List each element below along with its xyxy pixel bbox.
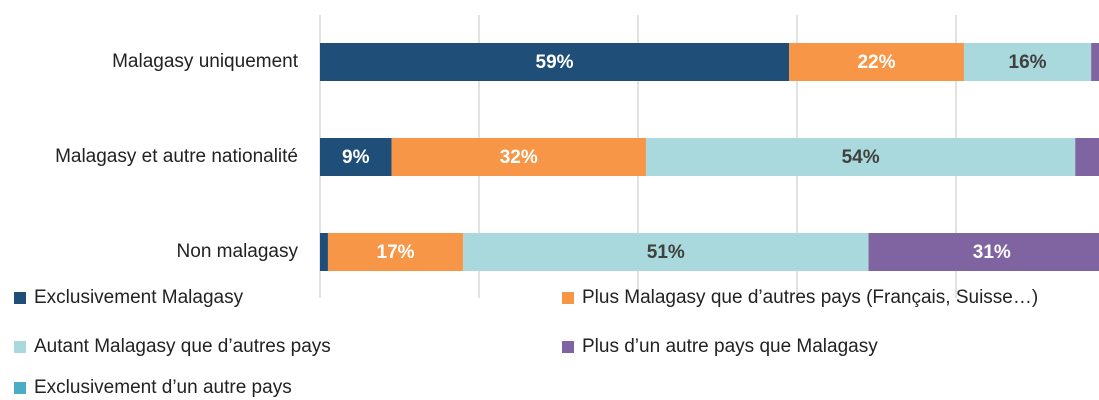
bar-segment <box>327 233 464 271</box>
bar-segment <box>645 138 1076 176</box>
bar-segment <box>963 43 1092 81</box>
bar-segment <box>391 138 646 176</box>
bar-segment <box>463 233 869 271</box>
category-label: Malagasy uniquement <box>112 51 299 72</box>
category-label: Non malagasy <box>177 241 299 262</box>
legend-label: Autant Malagasy que d’autres pays <box>34 336 331 357</box>
legend-swatch <box>562 292 574 304</box>
legend-label: Plus d’un autre pays que Malagasy <box>582 336 878 357</box>
bar-segment <box>320 233 328 271</box>
legend-label: Exclusivement d’un autre pays <box>34 377 292 398</box>
legend-swatch <box>14 341 26 353</box>
value-label: 32% <box>500 147 538 168</box>
category-label: Malagasy et autre nationalité <box>55 146 298 167</box>
legend-swatch <box>14 292 26 304</box>
value-label: 17% <box>377 242 415 263</box>
value-label: 22% <box>857 52 895 73</box>
bar-segment <box>868 233 1099 271</box>
legend-swatch <box>562 341 574 353</box>
value-label: 9% <box>342 147 370 168</box>
bar-segment <box>320 43 790 81</box>
bar-segment <box>320 138 392 176</box>
value-label: 51% <box>647 242 685 263</box>
value-label: 16% <box>1009 52 1047 73</box>
value-label: 31% <box>973 242 1011 263</box>
bar-segment <box>1091 43 1099 81</box>
value-label: 59% <box>536 52 574 73</box>
bar-segment <box>1075 138 1099 176</box>
value-label: 54% <box>842 147 880 168</box>
legend-swatch <box>14 382 26 394</box>
legend-label: Exclusivement Malagasy <box>34 287 244 308</box>
bar-segment <box>789 43 964 81</box>
legend-label: Plus Malagasy que d’autres pays (Françai… <box>582 287 1038 308</box>
